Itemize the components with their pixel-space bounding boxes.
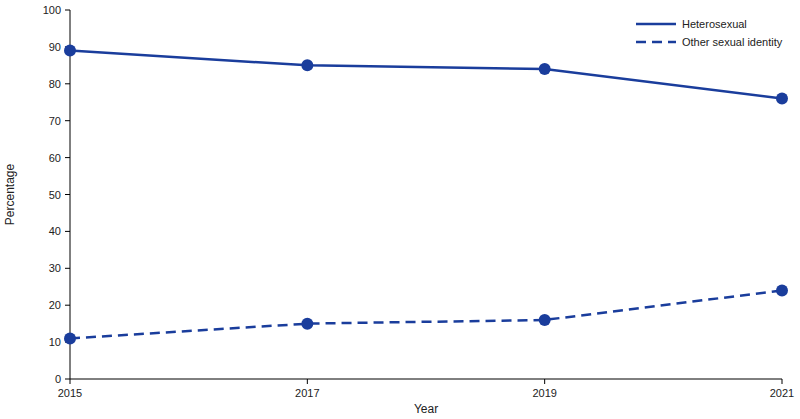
y-axis [70,10,71,379]
x-tick-label: 2021 [770,387,794,399]
y-tick-label: 30 [49,262,61,274]
y-tick [65,379,70,380]
x-tick [307,379,308,384]
series-marker [776,284,788,296]
legend-label: Heterosexual [682,18,747,30]
series-marker [301,59,313,71]
chart-container: 0 10 20 30 40 50 60 70 80 90 100 2015 2017 2019 2021 Ye… [0,0,800,419]
x-tick-label: 2017 [295,387,319,399]
series-line [70,290,782,338]
y-tick [65,268,70,269]
series-marker [64,45,76,57]
series-line [70,51,782,99]
x-tick [70,379,71,384]
y-axis-label: Percentage [3,163,17,225]
y-tick-label: 40 [49,225,61,237]
x-tick-label: 2015 [58,387,82,399]
y-tick-label: 60 [49,152,61,164]
y-tick-label: 90 [49,41,61,53]
chart-svg: 0 10 20 30 40 50 60 70 80 90 100 2015 2017 2019 2021 Ye… [0,0,800,419]
x-axis-label: Year [414,402,438,416]
y-tick-label: 80 [49,78,61,90]
y-tick [65,194,70,195]
x-tick-label: 2019 [532,387,556,399]
y-tick [65,305,70,306]
series-marker [64,332,76,344]
legend: Heterosexual Other sexual identity [636,18,783,48]
x-axis [70,379,782,380]
y-tick [65,10,70,11]
x-tick [782,379,783,384]
y-tick [65,231,70,232]
legend-swatch [636,23,676,26]
x-tick [544,379,545,384]
y-tick [65,83,70,84]
y-tick-label: 0 [55,373,61,385]
series-marker [539,314,551,326]
series-marker [301,318,313,330]
y-tick-label: 70 [49,115,61,127]
legend-swatch [636,41,676,44]
y-tick-label: 50 [49,189,61,201]
y-tick-label: 20 [49,299,61,311]
y-tick [65,120,70,121]
y-tick-label: 10 [49,336,61,348]
legend-label: Other sexual identity [682,36,783,48]
y-tick [65,157,70,158]
y-tick-label: 100 [43,4,61,16]
plot-data [64,45,788,345]
series-marker [776,93,788,105]
series-marker [539,63,551,75]
